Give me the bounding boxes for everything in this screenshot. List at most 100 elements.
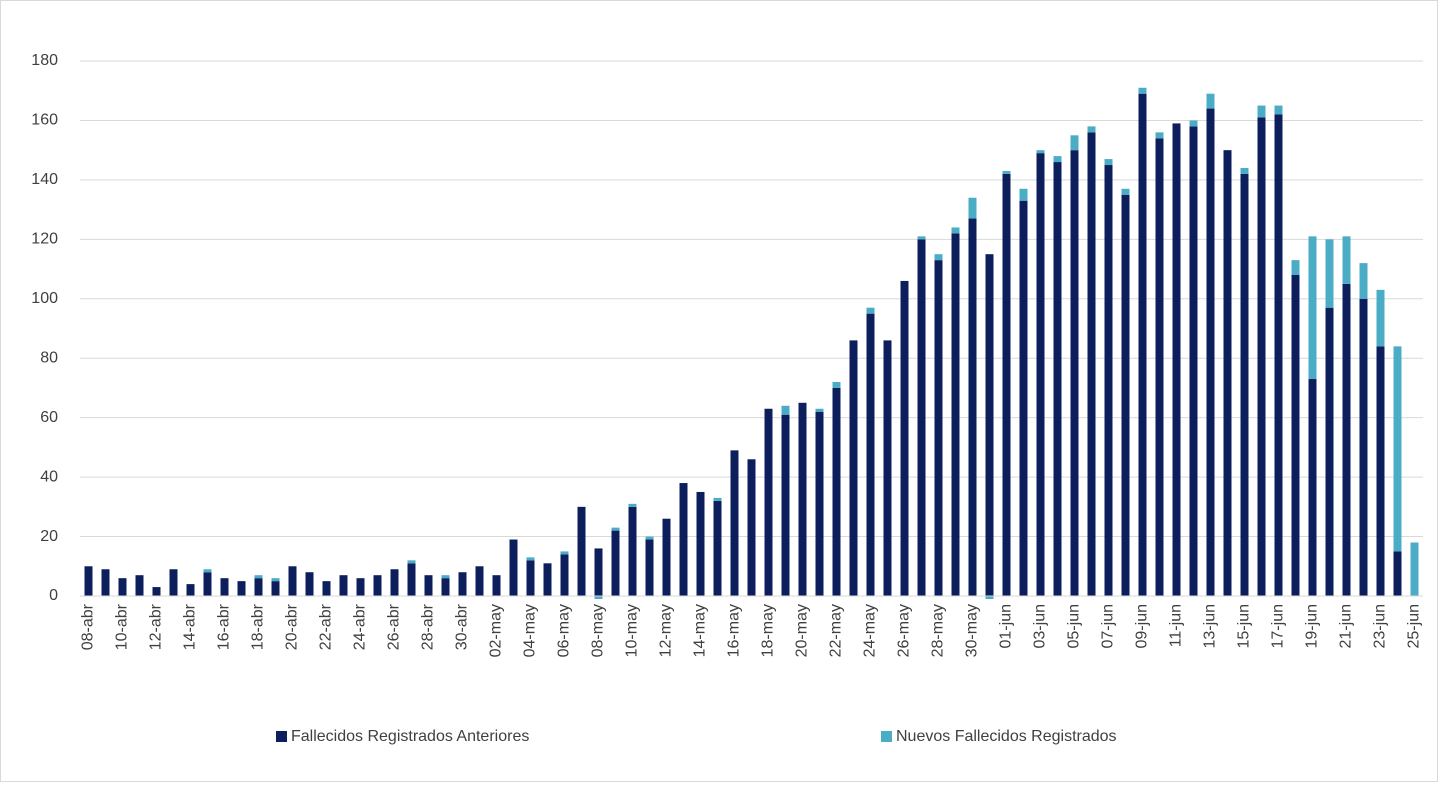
x-tick-label: 08-abr — [80, 603, 97, 650]
bar-segment — [271, 578, 280, 582]
y-tick-label: 100 — [31, 290, 58, 307]
bar-segment — [917, 236, 926, 240]
bar-segment — [1019, 200, 1028, 596]
bar-segment — [1070, 150, 1079, 596]
bar-segment — [203, 572, 212, 596]
bar-segment — [1138, 93, 1147, 596]
bar-segment — [237, 581, 246, 596]
y-tick-label: 140 — [31, 171, 58, 188]
bar-segment — [475, 566, 484, 596]
bar-segment — [1257, 117, 1266, 596]
bar-segment — [424, 575, 433, 596]
x-tick-label: 16-abr — [216, 603, 233, 650]
bar-segment — [1206, 108, 1215, 597]
bar-segment — [1274, 114, 1283, 596]
bar-segment — [254, 578, 263, 596]
x-tick-label: 12-may — [658, 604, 675, 657]
bar-segment — [1189, 120, 1198, 127]
bar-segment — [1240, 168, 1249, 174]
bar-segment — [849, 340, 858, 596]
bar-segment — [492, 575, 501, 596]
bar-segment — [118, 578, 127, 596]
bar-segment — [764, 408, 773, 596]
bar-segment — [645, 536, 654, 540]
legend-label: Fallecidos Registrados Anteriores — [291, 728, 529, 745]
x-tick-label: 25-jun — [1406, 604, 1423, 648]
bar-segment — [1291, 275, 1300, 596]
bar-segment — [594, 596, 603, 599]
bar-segment — [1155, 132, 1164, 139]
bar-segment — [611, 527, 620, 531]
bar-segment — [407, 563, 416, 596]
bar-segment — [390, 569, 399, 596]
x-tick-label: 26-may — [896, 604, 913, 657]
bar-segment — [441, 578, 450, 596]
bar-segment — [1206, 93, 1215, 109]
bar-segment — [220, 578, 229, 596]
legend-label: Nuevos Fallecidos Registrados — [896, 728, 1117, 745]
bar-segment — [951, 233, 960, 596]
bar-segment — [1393, 551, 1402, 596]
x-tick-label: 14-abr — [182, 603, 199, 650]
y-tick-label: 120 — [31, 231, 58, 248]
x-tick-label: 22-abr — [318, 603, 335, 650]
x-tick-label: 11-jun — [1168, 604, 1185, 647]
bar-segment — [509, 539, 518, 596]
bar-segment — [1087, 126, 1096, 133]
x-tick-label: 30-abr — [454, 603, 471, 650]
bar-segment — [985, 254, 994, 596]
bar-segment — [1121, 194, 1130, 596]
bar-segment — [866, 307, 875, 314]
bar-segment — [1121, 188, 1130, 195]
bar-segment — [1036, 150, 1045, 154]
bar-segment — [373, 575, 382, 596]
bar-segment — [543, 563, 552, 596]
bar-segment — [951, 227, 960, 234]
x-tick-label: 15-jun — [1236, 604, 1253, 648]
bar-segment — [815, 411, 824, 596]
bar-segment — [934, 260, 943, 596]
bar-segment — [1019, 188, 1028, 201]
bar-segment — [1053, 162, 1062, 597]
bar-segment — [968, 218, 977, 596]
x-tick-label: 24-may — [862, 604, 879, 657]
bar-segment — [288, 566, 297, 596]
bar-segment — [271, 581, 280, 596]
bar-segment — [407, 560, 416, 564]
bar-segment — [985, 596, 994, 599]
bar-segment — [254, 575, 263, 579]
bar-segment — [594, 548, 603, 596]
bar-segment — [339, 575, 348, 596]
x-tick-label: 21-jun — [1338, 604, 1355, 648]
bar-segment — [1308, 236, 1317, 380]
bar-segment — [1342, 236, 1351, 284]
bar-segment — [135, 575, 144, 596]
x-tick-label: 26-abr — [386, 603, 403, 650]
bar-segment — [747, 459, 756, 596]
x-tick-label: 19-jun — [1304, 604, 1321, 648]
bar-segment — [1087, 132, 1096, 597]
bar-segment — [1002, 170, 1011, 174]
bar-segment — [1376, 346, 1385, 596]
x-tick-label: 20-may — [794, 604, 811, 657]
y-tick-label: 80 — [40, 349, 58, 366]
bar-segment — [441, 575, 450, 579]
bar-segment — [84, 566, 93, 596]
bar-segment — [1325, 307, 1334, 596]
x-tick-label: 24-abr — [352, 603, 369, 650]
x-tick-label: 16-may — [726, 604, 743, 657]
bar-segment — [934, 254, 943, 261]
bar-segment — [713, 497, 722, 501]
y-tick-label: 60 — [40, 409, 58, 426]
bar-segment — [322, 581, 331, 596]
bar-segment — [1257, 105, 1266, 118]
bar-segment — [1036, 153, 1045, 596]
x-tick-label: 28-abr — [420, 603, 437, 650]
bar-segment — [1053, 156, 1062, 163]
x-tick-label: 23-jun — [1372, 604, 1389, 648]
bar-segment — [458, 572, 467, 596]
bar-segment — [1104, 159, 1113, 166]
bar-segment — [832, 387, 841, 596]
bar-segment — [696, 491, 705, 596]
